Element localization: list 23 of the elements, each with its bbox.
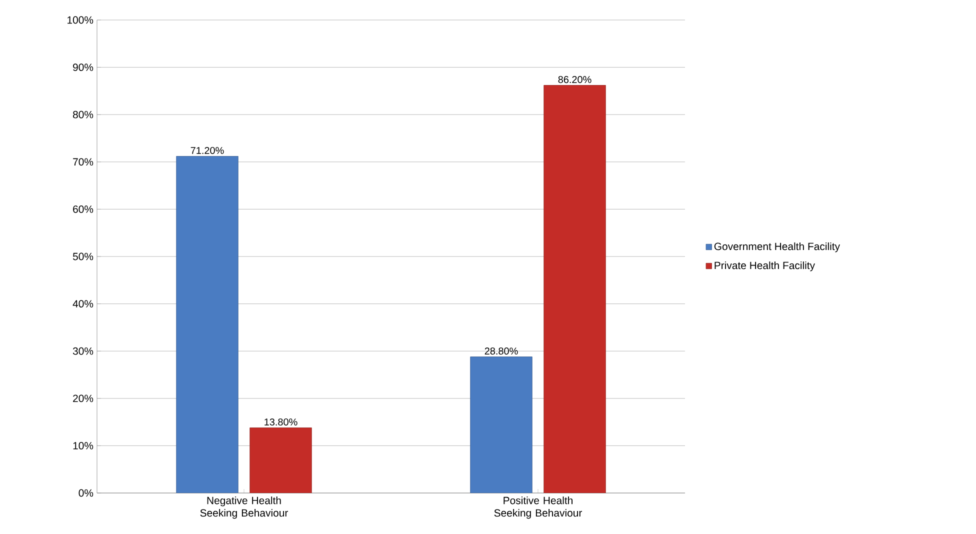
x-tick-label: Positive Health Seeking Behaviour (494, 496, 582, 519)
data-label: 86.20% (558, 76, 592, 84)
legend-label: Government Health Facility (714, 242, 840, 252)
data-label: 71.20% (190, 146, 224, 154)
y-tick-label: 80% (72, 110, 94, 118)
data-label: 28.80% (484, 348, 518, 355)
y-tick-label: 70% (73, 158, 94, 166)
data-label: 13.80% (264, 418, 298, 426)
y-tick-label: 90% (73, 64, 94, 72)
x-tick-label: Negative Health Seeking Behaviour (200, 496, 288, 519)
y-tick-label: 50% (72, 252, 94, 260)
legend-label: Private Health Facility (714, 261, 815, 272)
y-tick-label: 60% (73, 206, 94, 213)
y-tick-label: 30% (72, 347, 94, 355)
y-tick-label: 0% (78, 489, 94, 497)
bar (176, 156, 238, 493)
bar (544, 85, 606, 493)
y-tick-label: 10% (73, 442, 94, 450)
y-tick-label: 40% (72, 300, 94, 308)
y-tick-label: 20% (73, 394, 94, 402)
y-tick-label: 100% (68, 16, 94, 24)
bar (250, 428, 312, 493)
bar (470, 356, 532, 493)
